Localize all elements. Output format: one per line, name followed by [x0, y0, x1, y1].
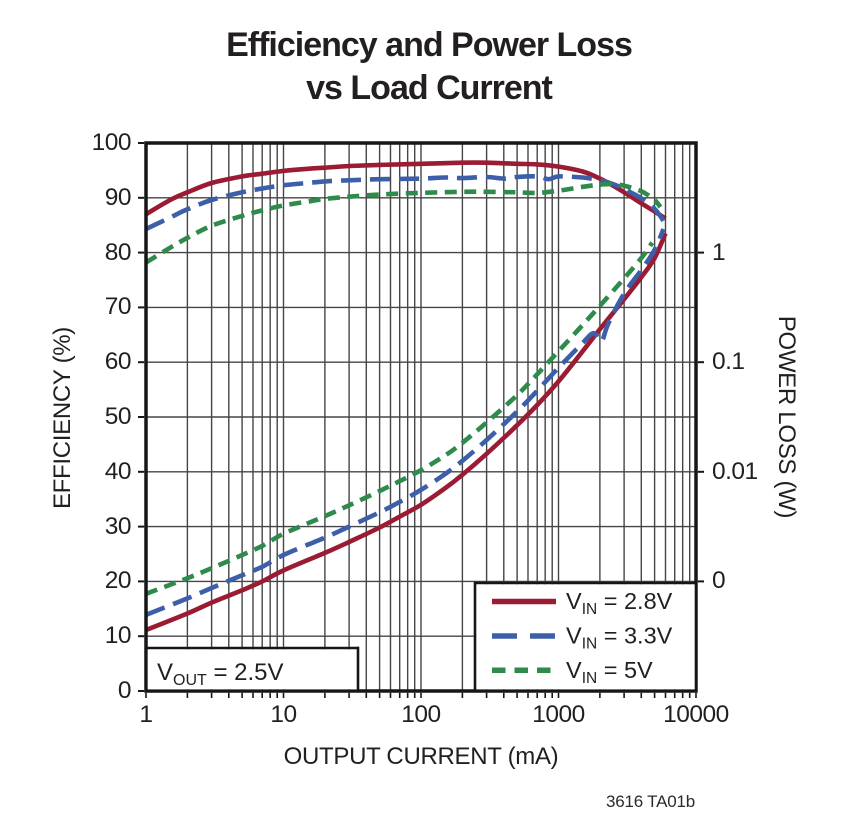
- y-tick-left-60: 60: [104, 348, 132, 376]
- y-tick-left-20: 20: [104, 567, 132, 595]
- vout-annotation-box: VOUT = 2.5V: [146, 646, 360, 691]
- y-tick-left-0: 0: [117, 677, 132, 704]
- efficiency-curve-0: [144, 160, 667, 221]
- chart-title-line2: vs Load Current: [306, 69, 553, 107]
- power-loss-curve-0: [145, 232, 668, 633]
- legend-label-vin-3.3v: VIN = 3.3V: [566, 623, 673, 653]
- x-tick-10: 10: [270, 701, 297, 728]
- y-tick-left-70: 70: [104, 293, 132, 321]
- power-loss-curve-2: [145, 241, 655, 596]
- y-tick-left-40: 40: [104, 457, 132, 485]
- y-tick-right-0.1: 0.1: [712, 348, 745, 376]
- y-tick-right-1: 1: [712, 238, 726, 266]
- x-tick-100: 100: [401, 701, 441, 728]
- plot-border: [144, 141, 698, 693]
- x-tick-1: 1: [139, 701, 153, 728]
- y-tick-left-90: 90: [104, 183, 132, 211]
- y-tick-right-0: 0: [712, 567, 726, 595]
- legend-label-vin-2.8v: VIN = 2.8V: [566, 588, 673, 618]
- y-tick-left-80: 80: [104, 238, 132, 266]
- x-tick-1000: 1000: [532, 701, 585, 728]
- x-axis-label: OUTPUT CURRENT (mA): [283, 743, 559, 770]
- figure-id-watermark: 3616 TA01b: [605, 792, 695, 811]
- vout-box-bg: [147, 649, 358, 690]
- y-tick-left-100: 100: [91, 129, 132, 156]
- y-tick-left-30: 30: [104, 512, 132, 540]
- x-tick-10000: 10000: [663, 701, 729, 728]
- power-loss-curve-1: [145, 228, 666, 618]
- legend-label-vin-5v: VIN = 5V: [566, 657, 653, 687]
- efficiency-curve-2: [144, 181, 663, 265]
- chart-title-line1: Efficiency and Power Loss: [226, 26, 633, 64]
- y-axis-label-right: POWER LOSS (W): [773, 315, 800, 519]
- chart-title: Efficiency and Power Loss vs Load Curren…: [129, 24, 729, 110]
- y-tick-left-10: 10: [104, 622, 132, 650]
- legend: VIN = 2.8V VIN = 3.3V VIN = 5V: [473, 581, 696, 691]
- vout-annotation: VOUT = 2.5V: [157, 659, 284, 689]
- y-tick-right-0.01: 0.01: [712, 457, 758, 485]
- y-tick-left-50: 50: [104, 403, 132, 430]
